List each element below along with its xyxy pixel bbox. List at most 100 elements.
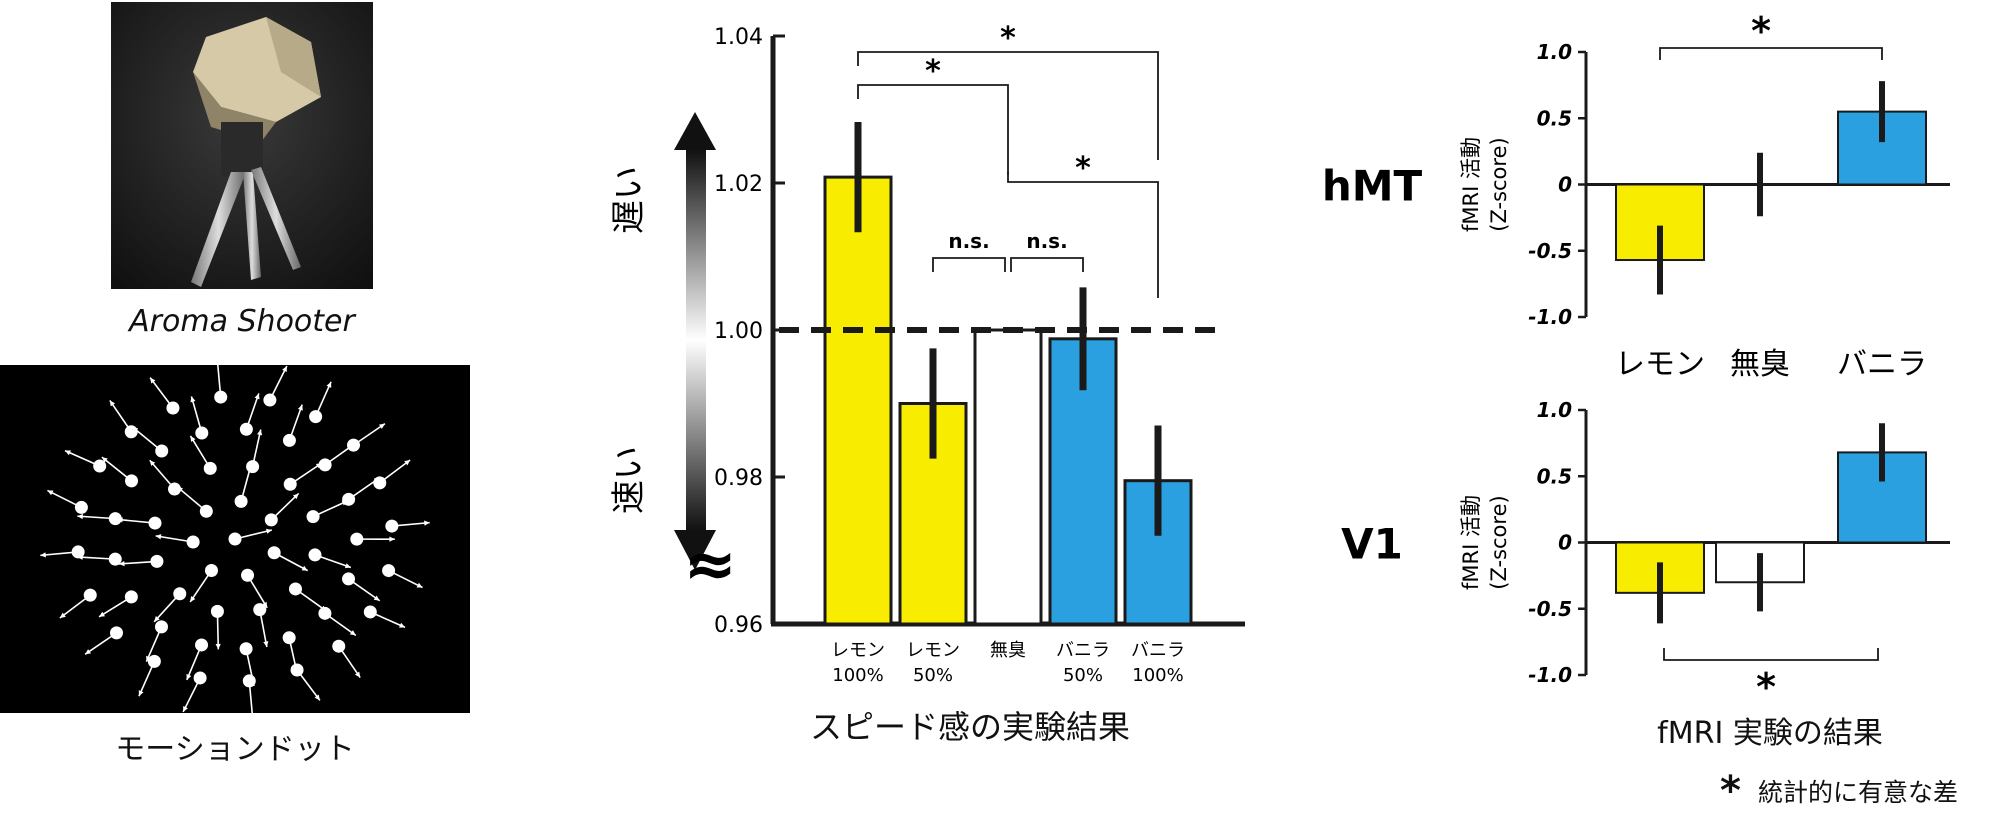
motion-arrow-head bbox=[109, 400, 116, 407]
motion-arrow-head bbox=[301, 565, 308, 571]
motion-dot bbox=[93, 459, 107, 473]
fmri-v1-chart: 1.0 0.5 0 -0.5 -1.0 fMRI 活動 (Z-score) V1 * bbox=[1310, 390, 2000, 710]
motion-arrow-head bbox=[399, 622, 406, 628]
motion-dot bbox=[363, 605, 377, 619]
motion-arrow-head bbox=[215, 643, 221, 650]
motion-dot bbox=[241, 568, 255, 582]
significance-label: n.s. bbox=[1026, 229, 1067, 253]
motion-arrow-head bbox=[59, 612, 66, 618]
speed-category-percent: 100% bbox=[832, 665, 883, 686]
fmri-y-tick-label: -0.5 bbox=[1528, 239, 1572, 263]
significance-label: n.s. bbox=[948, 229, 989, 253]
fmri-significance-bracket bbox=[1659, 47, 1883, 60]
motion-dot bbox=[204, 563, 218, 577]
motion-arrow-head bbox=[416, 582, 423, 588]
fmri-region-label: hMT bbox=[1322, 162, 1423, 211]
speed-y-tick-label: 1.00 bbox=[714, 319, 763, 344]
slow-label: 遅い bbox=[609, 166, 649, 234]
motion-dot bbox=[166, 401, 180, 415]
motion-dot bbox=[228, 532, 242, 546]
motion-arrow-head bbox=[154, 616, 160, 622]
speed-y-tick-label: 1.02 bbox=[714, 172, 763, 197]
motion-arrow-head bbox=[190, 596, 196, 602]
legend-symbol: * bbox=[1720, 768, 1741, 814]
motion-arrow-head bbox=[282, 366, 287, 373]
axis-break-symbol: ≈ bbox=[683, 528, 737, 602]
motion-dots-stimulus bbox=[0, 359, 470, 719]
significance-bracket bbox=[932, 257, 1006, 272]
motion-arrow-head bbox=[119, 560, 125, 567]
motion-dot bbox=[154, 620, 168, 634]
fmri-category-label: レモン bbox=[1615, 347, 1705, 382]
fast-arrow-head bbox=[674, 530, 716, 570]
motion-dot bbox=[373, 476, 387, 490]
motion-dot bbox=[264, 513, 278, 527]
speed-y-tick-label: 1.04 bbox=[714, 25, 763, 50]
aroma-shooter-photo bbox=[111, 2, 373, 289]
motion-dots-caption: モーションドット bbox=[115, 732, 355, 767]
motion-arrow-head bbox=[150, 377, 156, 384]
fmri-category-label: 無臭 bbox=[1730, 347, 1790, 382]
significance-label: * bbox=[1075, 151, 1091, 186]
motion-dot bbox=[242, 674, 256, 688]
fmri-category-label: バニラ bbox=[1837, 347, 1927, 382]
motion-arrow-head bbox=[262, 601, 268, 608]
motion-dot bbox=[186, 535, 200, 549]
motion-dot bbox=[168, 482, 182, 496]
fmri-ylabel-line2: (Z-score) bbox=[1487, 495, 1511, 589]
motion-dot bbox=[210, 604, 224, 618]
motion-arrow-head bbox=[389, 536, 395, 542]
fmri-region-label: V1 bbox=[1341, 520, 1403, 569]
speed-bar bbox=[973, 328, 1043, 626]
significance-label: * bbox=[1000, 21, 1016, 56]
motion-dot bbox=[195, 426, 209, 440]
motion-dot bbox=[246, 460, 260, 474]
aroma-shooter-caption: Aroma Shooter bbox=[129, 304, 355, 339]
motion-arrow-head bbox=[292, 493, 299, 500]
motion-dot bbox=[318, 606, 332, 620]
motion-dot bbox=[263, 393, 277, 407]
motion-dot bbox=[318, 458, 332, 472]
motion-arrow-head bbox=[190, 435, 196, 442]
fmri-y-tick-label: 0 bbox=[1558, 173, 1572, 197]
fmri-y-tick-label: 0 bbox=[1558, 531, 1572, 555]
motion-dot bbox=[125, 474, 139, 488]
fmri-y-tick-label: -1.0 bbox=[1528, 663, 1572, 687]
motion-dot bbox=[308, 548, 322, 562]
fmri-y-tick-label: 0.5 bbox=[1537, 106, 1572, 130]
motion-arrow-head bbox=[149, 460, 156, 467]
motion-dot bbox=[282, 631, 296, 645]
speed-category-percent: 50% bbox=[1063, 665, 1103, 686]
significance-bracket bbox=[1007, 172, 1159, 298]
motion-arrow-head bbox=[404, 460, 411, 466]
fmri-y-tick-label: -0.5 bbox=[1528, 597, 1572, 621]
motion-arrow-head bbox=[85, 649, 92, 655]
motion-dot bbox=[283, 477, 297, 491]
legend-text: 統計的に有意な差 bbox=[1758, 778, 1959, 807]
motion-dot bbox=[234, 494, 248, 508]
speed-category-percent: 100% bbox=[1132, 665, 1183, 686]
motion-arrow-head bbox=[297, 404, 303, 411]
speed-bar bbox=[823, 175, 893, 626]
significance-legend: * 統計的に有意な差 bbox=[1720, 768, 2000, 818]
motion-arrow-head bbox=[344, 563, 351, 569]
motion-dot bbox=[74, 500, 88, 514]
motion-arrow-head bbox=[47, 490, 54, 496]
motion-dot bbox=[173, 587, 187, 601]
motion-arrow-head bbox=[257, 429, 263, 436]
motion-dot bbox=[382, 564, 396, 578]
motion-dot bbox=[71, 545, 85, 559]
motion-dot bbox=[309, 410, 323, 424]
fmri-caption: fMRI 実験の結果 bbox=[1657, 716, 1883, 751]
motion-dot bbox=[385, 519, 399, 533]
motion-dot bbox=[306, 510, 320, 524]
motion-dot bbox=[124, 590, 138, 604]
speed-category-label: 無臭 bbox=[990, 640, 1026, 661]
motion-arrow-head bbox=[99, 611, 106, 617]
motion-dot bbox=[83, 588, 97, 602]
fmri-y-tick-label: 1.0 bbox=[1537, 398, 1573, 422]
motion-arrow-head bbox=[314, 694, 320, 701]
motion-dot bbox=[239, 642, 253, 656]
speed-category-label: レモン bbox=[831, 640, 885, 661]
motion-dot bbox=[150, 554, 164, 568]
